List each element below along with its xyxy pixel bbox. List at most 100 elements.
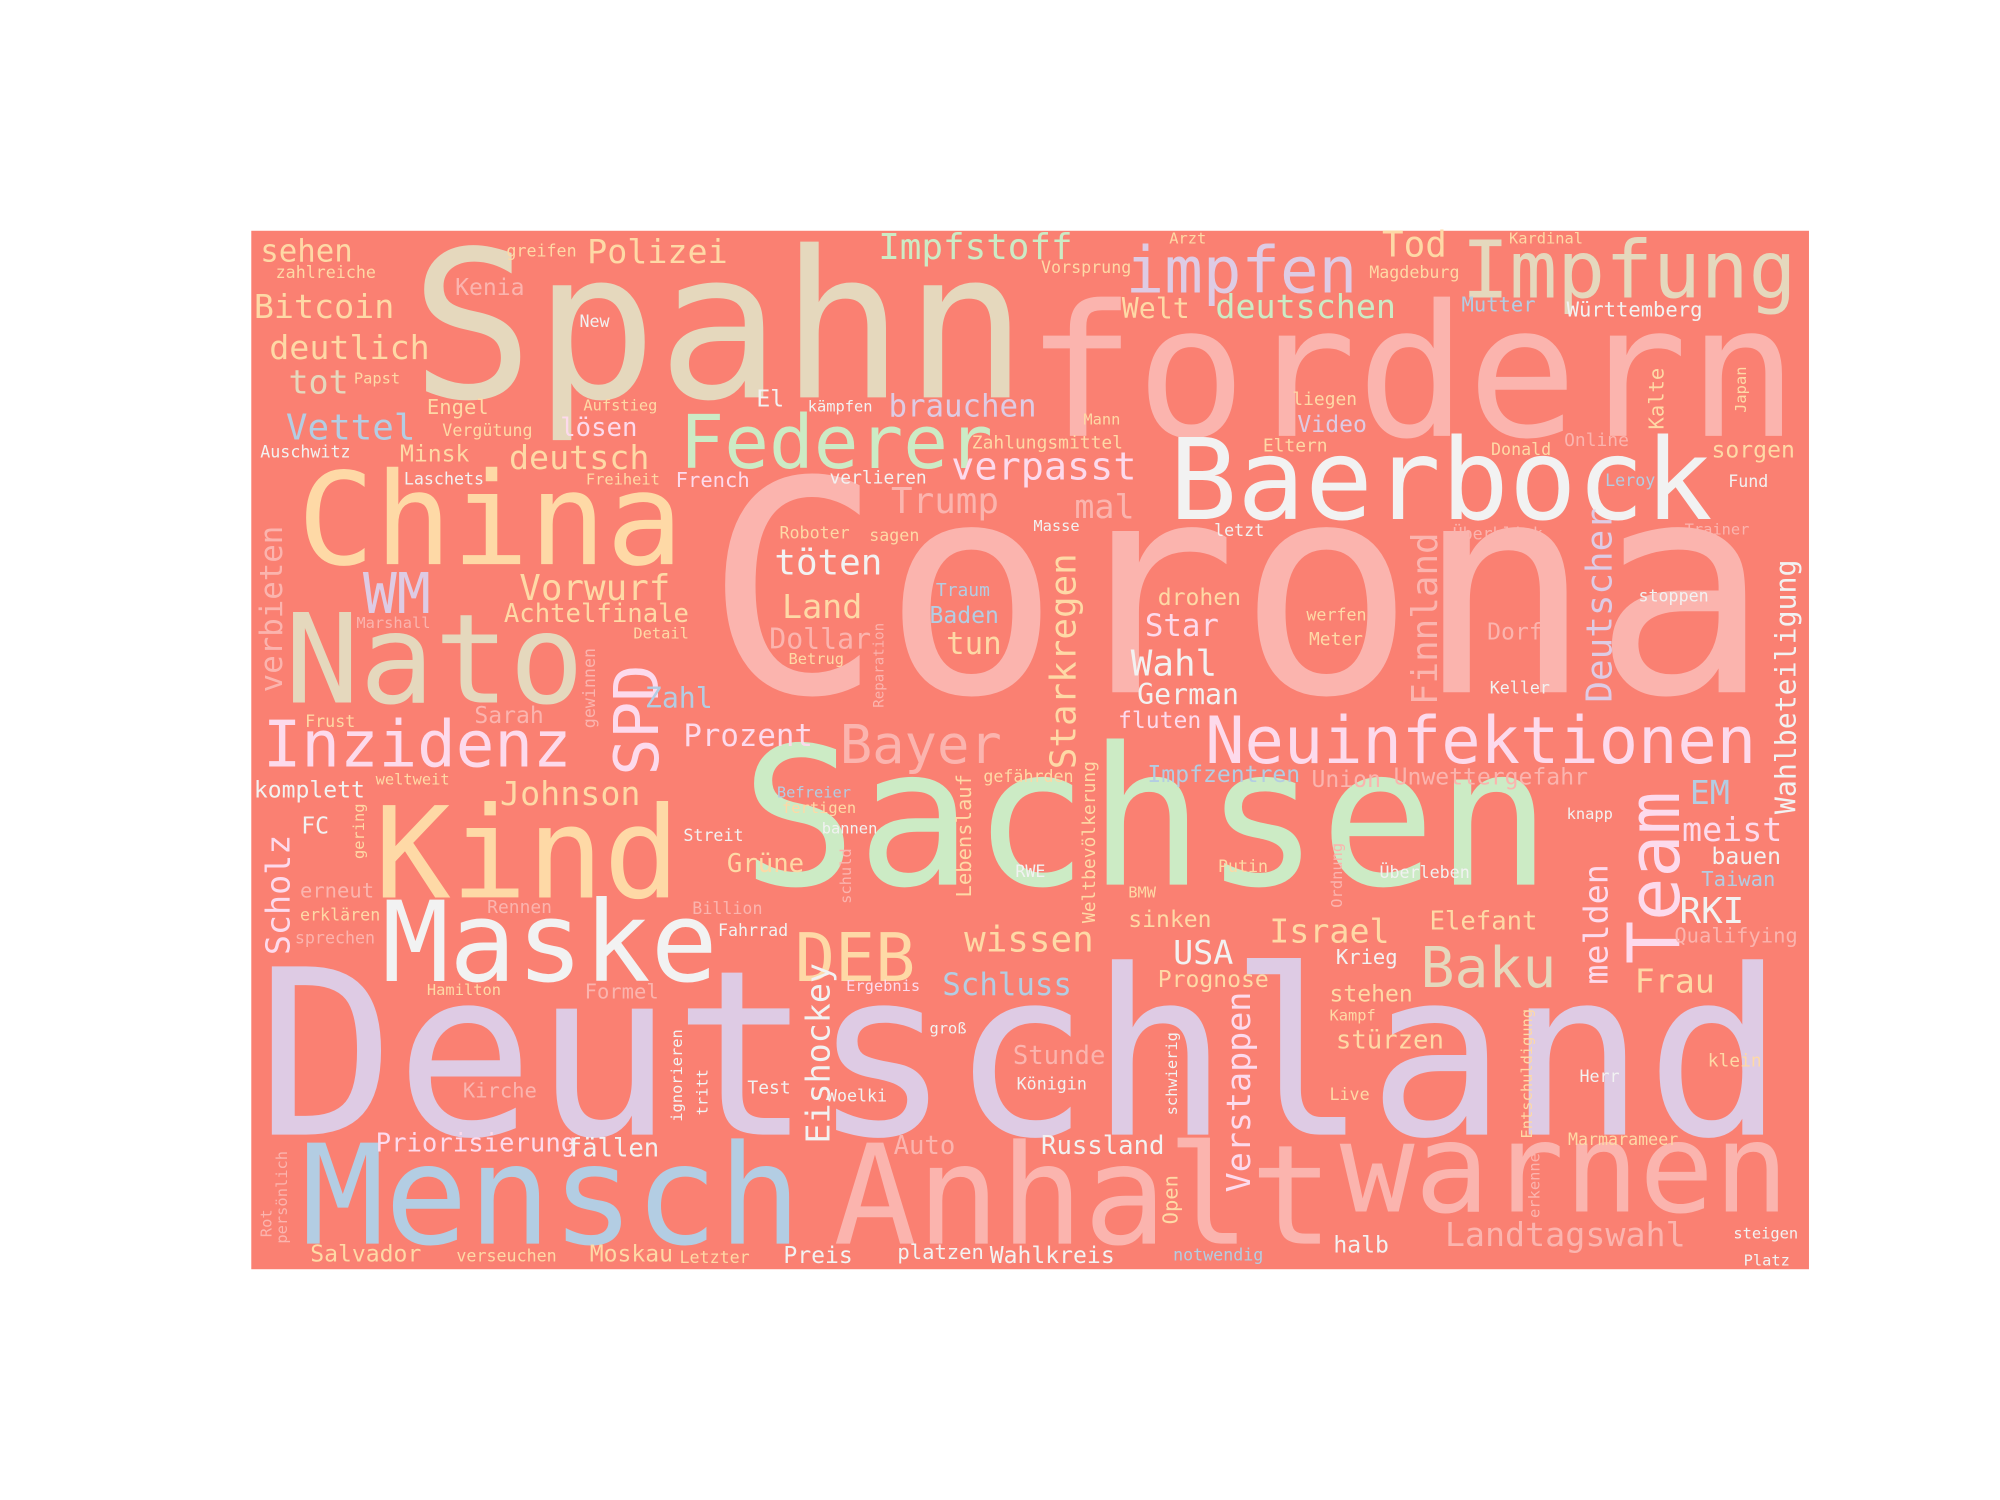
- cloud-word: Trump: [891, 481, 999, 522]
- cloud-word: Baden: [929, 603, 998, 629]
- cloud-word: Betrug: [788, 650, 844, 668]
- cloud-word: komplett: [254, 777, 365, 803]
- cloud-word: Zahl: [645, 682, 713, 715]
- cloud-word: Vorwurf: [519, 568, 670, 609]
- cloud-word: fordern: [1026, 267, 1799, 480]
- cloud-word: Preis: [783, 1243, 852, 1269]
- cloud-word: gefährden: [983, 767, 1073, 786]
- cloud-word: fällen: [567, 1133, 660, 1163]
- cloud-word: Kenia: [455, 275, 524, 301]
- cloud-word: Impfzentren: [1147, 762, 1300, 788]
- cloud-word: wissen: [964, 919, 1094, 960]
- cloud-word: greifen: [506, 241, 576, 260]
- cloud-word: Israel: [1269, 911, 1389, 950]
- cloud-word: Freiheit: [586, 471, 660, 489]
- cloud-word: gering: [350, 803, 368, 859]
- cloud-word: Formel: [585, 980, 659, 1004]
- cloud-word: Vorsprung: [1041, 258, 1131, 277]
- cloud-word: Lebenslauf: [952, 774, 976, 897]
- cloud-word: erneut: [300, 878, 374, 902]
- cloud-word: Team: [1612, 791, 1696, 964]
- cloud-word: Überblick: [1453, 525, 1543, 544]
- cloud-word: Vergütung: [442, 421, 532, 440]
- cloud-word: fluten: [1118, 708, 1201, 734]
- cloud-word: impfen: [1126, 234, 1358, 308]
- cloud-word: Baerbock: [1169, 414, 1712, 546]
- cloud-word: stehen: [1329, 981, 1412, 1007]
- cloud-word: Grüne: [727, 849, 804, 879]
- cloud-word: Kind: [374, 779, 680, 927]
- cloud-word: Papst: [354, 369, 400, 387]
- cloud-word: platzen: [897, 1240, 983, 1264]
- cloud-word: weltweit: [376, 771, 450, 789]
- cloud-word: Dorf: [1487, 620, 1543, 646]
- cloud-word: warnen: [1340, 1098, 1789, 1242]
- cloud-word: Bitcoin: [254, 287, 394, 326]
- cloud-word: Mann: [1083, 410, 1120, 428]
- cloud-word: Königin: [1017, 1075, 1087, 1094]
- cloud-word: Deutschland: [256, 922, 1784, 1190]
- cloud-word: Vettel: [286, 408, 416, 449]
- cloud-word: Online: [1564, 430, 1629, 451]
- cloud-word: Eltern: [1263, 435, 1328, 456]
- cloud-word: fertigen: [782, 799, 856, 817]
- cloud-word: Bayer: [840, 713, 1002, 776]
- cloud-word: Traum: [936, 580, 990, 601]
- cloud-word: Anhalt: [833, 1115, 1333, 1277]
- cloud-word: Polizei: [587, 232, 727, 271]
- cloud-word: Putin: [1218, 857, 1268, 876]
- cloud-word: Johnson: [500, 774, 640, 813]
- cloud-word: Engel: [427, 395, 489, 419]
- cloud-word: German: [1137, 678, 1239, 711]
- cloud-word: verbieten: [254, 526, 290, 693]
- cloud-word: tot: [288, 363, 348, 402]
- cloud-word: Spahn: [410, 208, 1027, 446]
- cloud-word: Starkregen: [1044, 553, 1085, 769]
- cloud-word: Dollar: [769, 623, 871, 656]
- cloud-word: sinken: [1128, 907, 1211, 933]
- cloud-word: Letzter: [679, 1248, 749, 1267]
- cloud-word: Mutter: [1462, 293, 1536, 317]
- cloud-word: Marmarameer: [1568, 1130, 1678, 1149]
- cloud-word: USA: [1173, 933, 1233, 972]
- cloud-word: Kampf: [1329, 1007, 1375, 1025]
- cloud-word: Verstappen: [1219, 992, 1258, 1193]
- cloud-word: Prognose: [1158, 967, 1269, 993]
- cloud-word: Eishockey: [798, 963, 837, 1144]
- cloud-word: Reparation: [871, 623, 887, 708]
- cloud-word: sprechen: [295, 929, 375, 948]
- cloud-word: New: [579, 312, 610, 331]
- cloud-word: Trainer: [1685, 521, 1750, 539]
- cloud-word: Unwettergefahr: [1394, 765, 1588, 791]
- cloud-word: Platz: [1744, 1251, 1790, 1269]
- cloud-word: Prozent: [683, 718, 813, 754]
- cloud-word: werfen: [1306, 606, 1366, 625]
- cloud-word: sehen: [260, 234, 353, 270]
- cloud-background: [251, 230, 1809, 1270]
- cloud-word: Russland: [1041, 1131, 1164, 1161]
- cloud-word: Rennen: [487, 897, 552, 918]
- cloud-word: Wahlkreis: [990, 1243, 1115, 1269]
- cloud-word: Detail: [633, 624, 689, 642]
- cloud-word: Union: [1312, 767, 1381, 793]
- cloud-word: Federer: [679, 399, 992, 486]
- cloud-word: Aufstieg: [583, 396, 657, 414]
- cloud-word: Inzidenz: [263, 709, 572, 783]
- cloud-word: BMW: [1128, 883, 1157, 901]
- cloud-word: deutlich: [269, 328, 430, 367]
- cloud-word: Woelki: [827, 1086, 887, 1105]
- cloud-word: Landtagswahl: [1445, 1215, 1686, 1254]
- cloud-word: meist: [1682, 810, 1782, 849]
- cloud-word: schuld: [837, 848, 855, 904]
- cloud-word: EM: [1690, 773, 1730, 812]
- cloud-word: Befreier: [777, 783, 851, 801]
- cloud-word: Fund: [1728, 472, 1768, 491]
- cloud-word: Impfstoff: [878, 227, 1072, 268]
- cloud-word: Donald: [1491, 440, 1551, 459]
- cloud-word: Masse: [1033, 517, 1079, 535]
- cloud-word: töten: [774, 542, 882, 583]
- cloud-word: Maske: [382, 878, 718, 1008]
- cloud-word: melden: [1577, 864, 1616, 984]
- cloud-word: WM: [363, 562, 431, 627]
